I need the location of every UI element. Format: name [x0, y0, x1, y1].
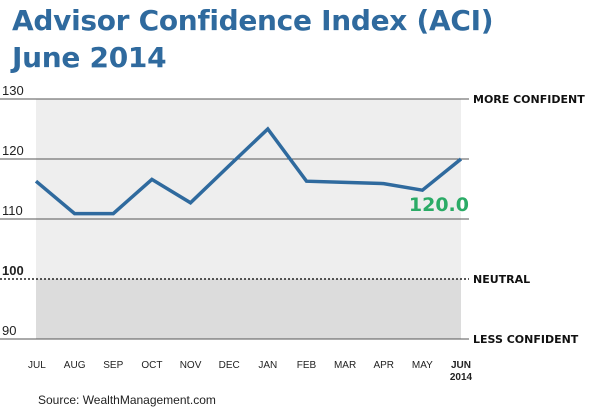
- x-tick-label: FEB: [297, 360, 317, 371]
- x-tick-sublabel: 2014: [450, 372, 473, 383]
- source-note: Source: WealthManagement.com: [38, 393, 216, 407]
- x-tick-label: NOV: [180, 360, 202, 371]
- x-tick-label: MAY: [412, 360, 433, 371]
- y-tick-label: 110: [2, 203, 23, 218]
- y-tick-label: 100: [2, 263, 24, 278]
- right-axis-label: MORE CONFIDENT: [473, 93, 585, 106]
- y-tick-label: 120: [2, 143, 24, 158]
- x-tick-label: SEP: [103, 360, 123, 371]
- aci-series-line: [34, 126, 463, 216]
- title-line-2: June 2014: [12, 41, 167, 74]
- page-title: Advisor Confidence Index (ACI) June 2014: [12, 2, 494, 76]
- right-axis-label: NEUTRAL: [473, 273, 530, 286]
- x-tick-label: MAR: [334, 360, 356, 371]
- x-tick-label: APR: [373, 360, 394, 371]
- right-axis-label: LESS CONFIDENT: [473, 333, 579, 346]
- y-tick-label: 90: [2, 323, 16, 338]
- y-tick-label: 130: [2, 83, 24, 98]
- x-tick-label: JUN: [451, 360, 471, 371]
- x-tick-label: AUG: [64, 360, 86, 371]
- x-tick-label: JUL: [28, 360, 46, 371]
- lower-band: [36, 279, 461, 339]
- x-tick-label: DEC: [219, 360, 240, 371]
- x-tick-label: JAN: [258, 360, 277, 371]
- x-tick-label: OCT: [141, 360, 162, 371]
- title-line-1: Advisor Confidence Index (ACI): [12, 4, 494, 37]
- upper-band: [36, 99, 461, 279]
- latest-value-label: 120.0: [409, 194, 469, 216]
